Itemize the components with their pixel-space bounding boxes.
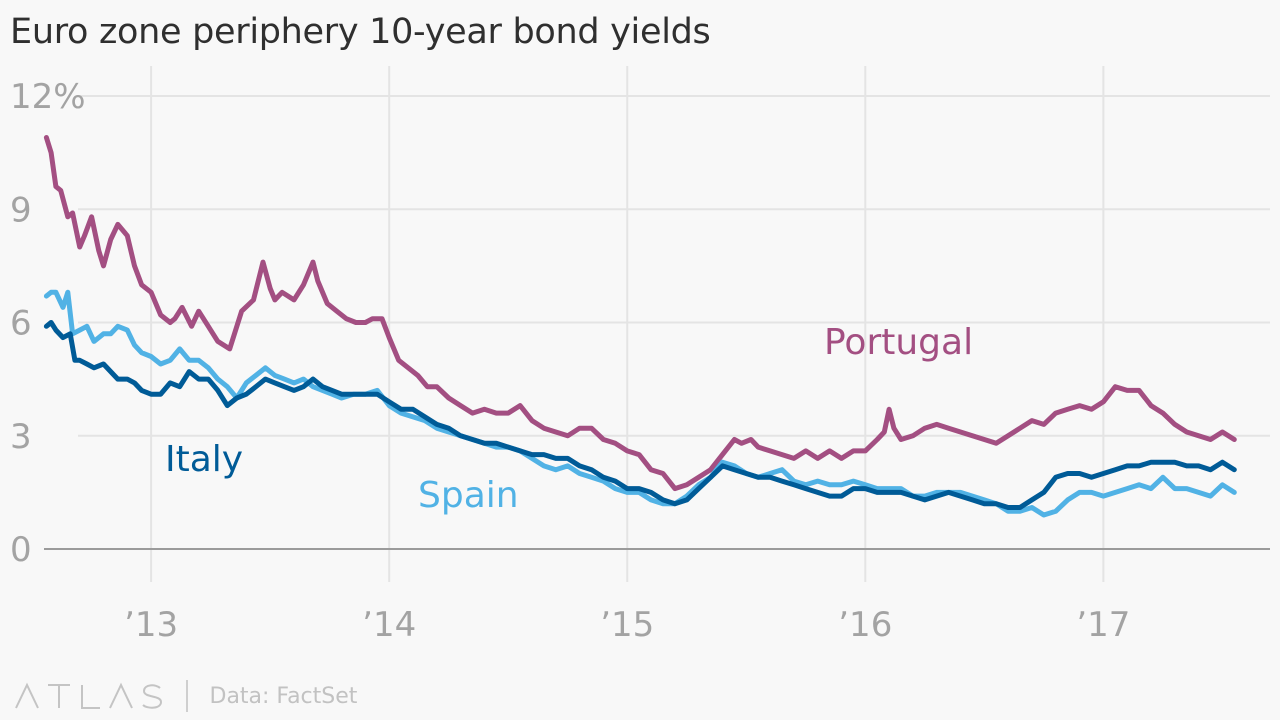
x-tick-label: ’13: [124, 605, 178, 645]
y-tick-label: 3: [10, 417, 32, 457]
series-label-spain: Spain: [418, 475, 519, 516]
x-tick-label: ’17: [1076, 605, 1130, 645]
x-tick-label: ’14: [362, 605, 416, 645]
y-tick-label: 9: [10, 190, 32, 230]
series-label-italy: Italy: [165, 439, 243, 480]
atlas-logo: [14, 681, 164, 711]
vertical-gridlines: [150, 66, 1105, 582]
footer-divider: [186, 680, 188, 712]
y-tick-label: 12%: [10, 77, 86, 117]
series-line-portugal: [43, 135, 1237, 492]
series-lines: [43, 135, 1237, 518]
y-axis-tick-labels: 0 3 6 9 12%: [10, 77, 86, 570]
horizontal-gridlines: [78, 95, 1270, 437]
line-chart: 0 3 6 9 12% ’13 ’14 ’15 ’16 ’17 Portugal Spain I…: [10, 66, 1270, 645]
data-source: Data: FactSet: [209, 683, 358, 709]
chart-title: Euro zone periphery 10-year bond yields: [10, 12, 711, 52]
series-line-italy: [43, 320, 1237, 510]
x-axis-tick-labels: ’13 ’14 ’15 ’16 ’17: [124, 605, 1130, 645]
atlas-logo-icon: [15, 682, 163, 709]
y-tick-label: 6: [10, 304, 32, 344]
x-tick-label: ’15: [600, 605, 654, 645]
x-tick-label: ’16: [838, 605, 892, 645]
series-label-portugal: Portugal: [824, 322, 973, 363]
footer: Data: FactSet: [14, 678, 357, 714]
y-tick-label: 0: [10, 530, 32, 570]
series-line-spain: [43, 289, 1237, 518]
